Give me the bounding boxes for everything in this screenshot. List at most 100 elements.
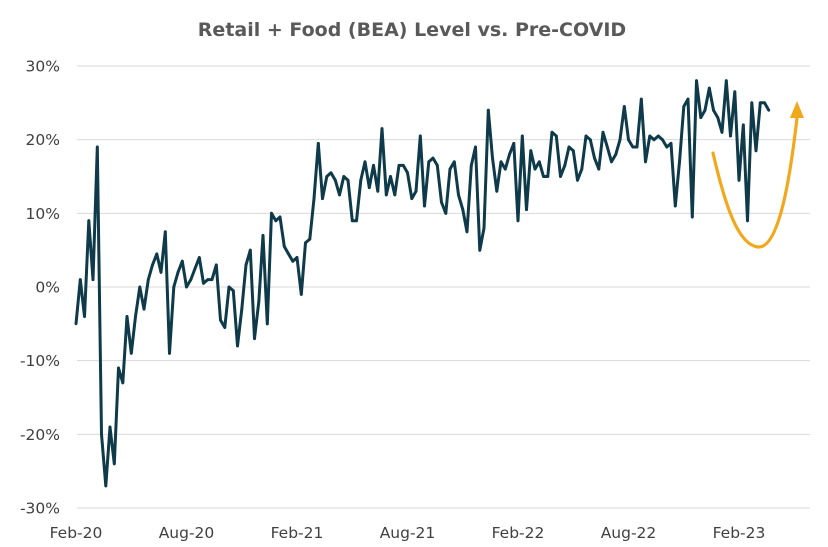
data-point (299, 293, 303, 296)
data-point (563, 164, 567, 167)
data-point (431, 156, 435, 160)
data-point (567, 145, 571, 149)
data-point (172, 285, 176, 289)
x-tick-label: Aug-21 (380, 524, 436, 542)
data-point (359, 178, 363, 182)
data-point (129, 351, 133, 355)
data-point (546, 175, 550, 178)
data-point (384, 193, 388, 197)
data-point (661, 138, 664, 142)
data-point (512, 142, 516, 145)
data-point (138, 285, 142, 289)
data-point (423, 204, 426, 208)
data-point (482, 226, 486, 230)
data-point (333, 178, 337, 182)
data-point (104, 484, 108, 488)
data-point (240, 307, 244, 311)
data-point (219, 318, 222, 322)
data-point (295, 256, 299, 259)
data-point (282, 245, 286, 248)
data-point (486, 108, 490, 112)
data-point (703, 108, 707, 112)
data-point (253, 337, 256, 340)
data-point (533, 167, 537, 171)
data-point (525, 208, 528, 212)
data-point (355, 219, 358, 223)
data-point (495, 189, 499, 193)
rebound-arrow-head (790, 101, 804, 118)
gridlines (77, 65, 810, 509)
data-point (682, 105, 686, 108)
data-point (452, 160, 456, 164)
data-point (87, 219, 91, 223)
data-point (580, 167, 584, 171)
data-point (180, 259, 184, 263)
data-point (206, 278, 210, 281)
data-point (168, 351, 171, 355)
data-point (74, 322, 78, 326)
data-point (673, 204, 677, 208)
data-point (406, 171, 409, 175)
data-point (605, 145, 609, 149)
y-tick-label: -10% (20, 352, 60, 370)
data-point (746, 219, 749, 223)
data-point (163, 230, 167, 234)
series-layer (74, 79, 771, 488)
data-point (265, 322, 269, 326)
data-point (648, 134, 652, 138)
data-point (601, 130, 605, 134)
data-point (236, 344, 239, 348)
data-point (329, 171, 333, 175)
data-point (146, 278, 150, 281)
data-point (287, 252, 290, 256)
data-point (644, 160, 647, 164)
x-tick-label: Aug-20 (159, 524, 215, 542)
data-point (720, 130, 724, 134)
data-point (716, 116, 720, 119)
data-point (159, 270, 163, 274)
data-point (316, 142, 320, 145)
data-point (631, 145, 635, 149)
y-tick-label: -30% (20, 500, 60, 518)
x-axis-ticks: Feb-20 Aug-20 Feb-21 Aug-21 Feb-22 Aug-22 Feb-… (50, 524, 766, 542)
data-point (95, 145, 99, 149)
data-point (669, 142, 673, 145)
x-tick-label: Feb-20 (50, 524, 103, 542)
data-point (665, 145, 669, 149)
data-point (121, 381, 125, 385)
data-point (622, 105, 626, 108)
rebound-arrow-curve (711, 116, 799, 249)
data-point (754, 149, 758, 153)
data-point (210, 278, 214, 281)
x-tick-label: Feb-23 (713, 524, 766, 542)
data-point (418, 134, 422, 138)
data-point (185, 285, 188, 289)
data-point (707, 86, 711, 90)
data-point (380, 127, 384, 130)
data-point (155, 252, 159, 256)
data-point (367, 186, 371, 190)
data-point (461, 208, 465, 212)
data-points (74, 79, 771, 488)
data-point (197, 256, 201, 259)
data-point (244, 263, 248, 267)
data-point (151, 263, 154, 267)
data-point (393, 193, 397, 197)
series-line (74, 79, 771, 488)
data-point (401, 164, 405, 167)
data-point (440, 200, 443, 204)
data-point (520, 134, 524, 138)
data-point (474, 145, 477, 149)
y-tick-label: 0% (35, 279, 60, 297)
data-point (223, 326, 227, 329)
data-point (584, 134, 588, 138)
y-axis-ticks: -30% -20% -10% 0% 10% 20% 30% (20, 58, 60, 518)
data-point (508, 153, 511, 156)
data-point (699, 116, 703, 119)
y-tick-label: 30% (26, 58, 60, 76)
x-tick-label: Aug-22 (601, 524, 657, 542)
data-point (635, 145, 639, 149)
annotation-layer (711, 101, 804, 249)
data-point (274, 219, 278, 223)
